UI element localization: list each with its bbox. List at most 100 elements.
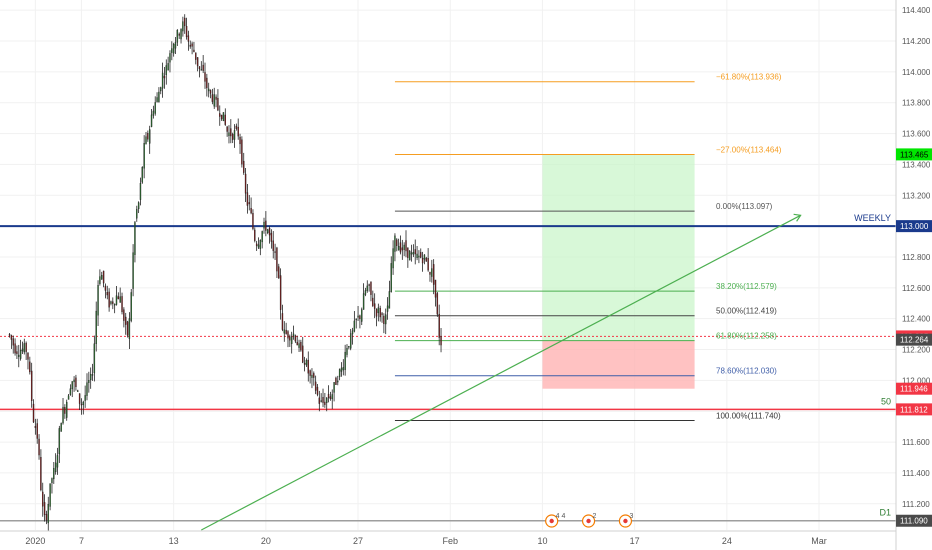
event-count: 2 xyxy=(593,513,597,520)
candle-body xyxy=(410,252,413,255)
candle-body xyxy=(338,369,341,377)
candle-body xyxy=(189,44,191,47)
candle-body xyxy=(161,72,164,89)
candle-body xyxy=(405,240,407,252)
candle-body xyxy=(399,242,402,253)
candle-body xyxy=(128,318,131,339)
event-markers[interactable]: 4 4 2 3 xyxy=(545,513,634,528)
candle-body xyxy=(71,381,73,390)
candle-body xyxy=(388,291,391,309)
candle-body xyxy=(252,213,254,229)
candle-body xyxy=(198,66,201,70)
price-tick-label: 112.200 xyxy=(902,346,931,355)
candle-body xyxy=(412,252,415,255)
candle-body xyxy=(101,275,103,280)
event-count: 4 4 xyxy=(556,513,566,520)
candle-body xyxy=(95,310,97,344)
candle-body xyxy=(261,231,263,243)
candle-body xyxy=(130,292,132,321)
candle-body xyxy=(373,303,376,309)
candle-body xyxy=(276,247,278,272)
price-tag-label: 113.465 xyxy=(900,150,929,159)
time-tick-label: 7 xyxy=(79,536,84,546)
price-tick-label: 114.200 xyxy=(902,37,931,46)
time-axis[interactable]: 2020 7 13 20 27 Feb 10 17 24 Mar xyxy=(0,530,896,546)
event-dot xyxy=(549,518,554,524)
candle-body xyxy=(10,335,13,340)
price-tag-label: 111.090 xyxy=(900,517,928,526)
candle-body xyxy=(80,403,83,406)
candle-body xyxy=(141,166,144,183)
candle-body xyxy=(115,295,118,305)
candle-body xyxy=(154,102,156,114)
profit-zone xyxy=(542,154,695,341)
fib-label: 38.20%(112.579) xyxy=(716,282,777,291)
trendline[interactable] xyxy=(201,213,802,531)
candle-body xyxy=(254,229,256,241)
candle-body xyxy=(300,341,302,351)
price-tag xyxy=(896,403,932,416)
candle-body xyxy=(14,343,16,354)
candle-body xyxy=(45,514,48,521)
candle-body xyxy=(228,132,230,137)
candle-body xyxy=(193,49,195,52)
candle-body xyxy=(344,351,346,370)
candle-body xyxy=(97,285,99,316)
candle-body xyxy=(431,268,433,277)
candle-body xyxy=(219,113,221,117)
level-label: D1 xyxy=(879,508,891,518)
price-tag xyxy=(896,514,932,527)
candle-body xyxy=(298,343,300,348)
candle-body xyxy=(178,33,180,36)
candle-body xyxy=(25,342,27,352)
trendline-line xyxy=(201,214,801,531)
event-dot xyxy=(623,518,628,524)
candle-body xyxy=(414,249,416,255)
candle-body xyxy=(121,296,123,313)
candle-body xyxy=(89,374,92,381)
price-tick-label: 112.600 xyxy=(902,284,931,293)
candle-body xyxy=(104,285,107,291)
candle-body xyxy=(43,502,46,515)
candle-body xyxy=(51,478,53,483)
candle-body xyxy=(137,202,140,210)
candle-body xyxy=(143,143,145,169)
candle-body xyxy=(209,90,212,94)
candle-body xyxy=(257,244,260,248)
time-tick-label: 27 xyxy=(353,536,363,546)
candle-body xyxy=(49,483,51,507)
candle-body xyxy=(408,250,411,261)
candle-body xyxy=(217,98,219,111)
candle-body xyxy=(407,247,409,258)
candle-body xyxy=(196,57,199,67)
candle-body xyxy=(93,343,96,374)
price-tick-label: 111.600 xyxy=(902,438,930,447)
candle-body xyxy=(425,257,427,262)
candle-body xyxy=(75,377,77,388)
candle-body xyxy=(244,173,247,194)
candle-body xyxy=(30,370,33,401)
candle-body xyxy=(281,313,284,330)
candle-body xyxy=(322,397,324,403)
candle-body xyxy=(36,423,38,439)
candle-body xyxy=(255,243,258,246)
candle-body xyxy=(326,397,328,404)
candle-body xyxy=(110,301,112,304)
candle-body xyxy=(359,315,361,320)
candle-body xyxy=(86,382,88,396)
candle-body xyxy=(303,362,306,365)
time-tick-label: 20 xyxy=(261,536,271,546)
candle-body xyxy=(366,285,368,291)
candle-body xyxy=(432,264,435,285)
candle-body xyxy=(176,29,179,43)
candle-body xyxy=(290,336,293,344)
candle-body xyxy=(331,394,333,400)
candle-body xyxy=(62,406,64,424)
candle-body xyxy=(158,91,160,103)
candle-body xyxy=(385,314,387,325)
stop-zone xyxy=(542,340,695,389)
candle-body xyxy=(21,348,24,352)
candle-body xyxy=(368,284,370,286)
price-axis[interactable]: 111.200111.400111.600111.800112.000112.2… xyxy=(895,0,931,550)
